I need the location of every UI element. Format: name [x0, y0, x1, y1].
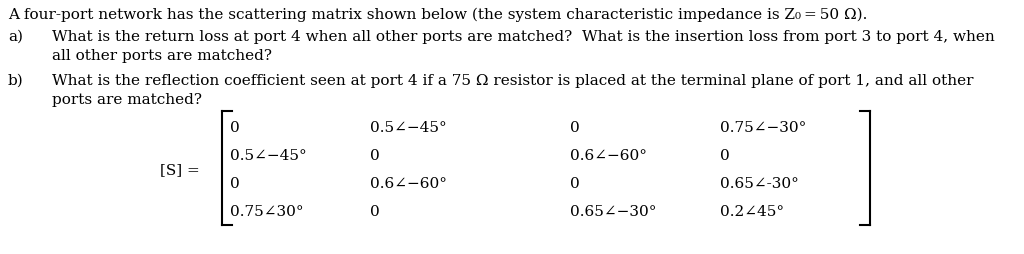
Text: A four-port network has the scattering matrix shown below (the system characteri: A four-port network has the scattering m… [8, 8, 867, 22]
Text: a): a) [8, 30, 23, 44]
Text: 0: 0 [230, 176, 240, 190]
Text: all other ports are matched?: all other ports are matched? [52, 49, 272, 62]
Text: 0: 0 [570, 121, 580, 134]
Text: 0: 0 [370, 204, 380, 218]
Text: 0: 0 [370, 148, 380, 162]
Text: 0: 0 [720, 148, 730, 162]
Text: [S] =: [S] = [160, 162, 200, 176]
Text: ports are matched?: ports are matched? [52, 92, 202, 106]
Text: 0.6∠−60°: 0.6∠−60° [370, 176, 447, 190]
Text: 0.5∠−45°: 0.5∠−45° [230, 148, 307, 162]
Text: What is the reflection coefficient seen at port 4 if a 75 Ω resistor is placed a: What is the reflection coefficient seen … [52, 73, 974, 87]
Text: 0.6∠−60°: 0.6∠−60° [570, 148, 647, 162]
Text: b): b) [8, 73, 24, 87]
Text: What is the return loss at port 4 when all other ports are matched?  What is the: What is the return loss at port 4 when a… [52, 30, 994, 44]
Text: 0: 0 [570, 176, 580, 190]
Text: 0.65∠-30°: 0.65∠-30° [720, 176, 799, 190]
Text: 0.75∠30°: 0.75∠30° [230, 204, 304, 218]
Text: 0: 0 [230, 121, 240, 134]
Text: 0.75∠−30°: 0.75∠−30° [720, 121, 806, 134]
Text: 0.2∠45°: 0.2∠45° [720, 204, 784, 218]
Text: 0.5∠−45°: 0.5∠−45° [370, 121, 446, 134]
Text: 0.65∠−30°: 0.65∠−30° [570, 204, 656, 218]
